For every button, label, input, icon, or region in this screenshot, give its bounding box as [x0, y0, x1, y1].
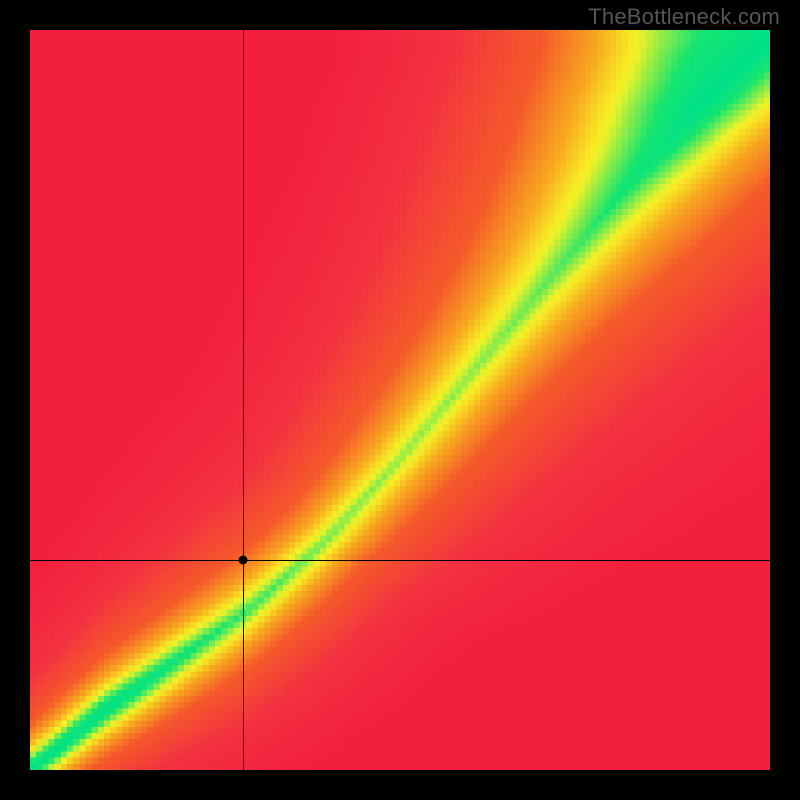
heatmap-canvas — [30, 30, 770, 770]
chart-container: TheBottleneck.com — [0, 0, 800, 800]
plot-area — [30, 30, 770, 770]
watermark-text: TheBottleneck.com — [588, 4, 780, 30]
crosshair-horizontal — [30, 560, 770, 561]
crosshair-vertical — [243, 30, 244, 770]
crosshair-marker — [239, 555, 248, 564]
